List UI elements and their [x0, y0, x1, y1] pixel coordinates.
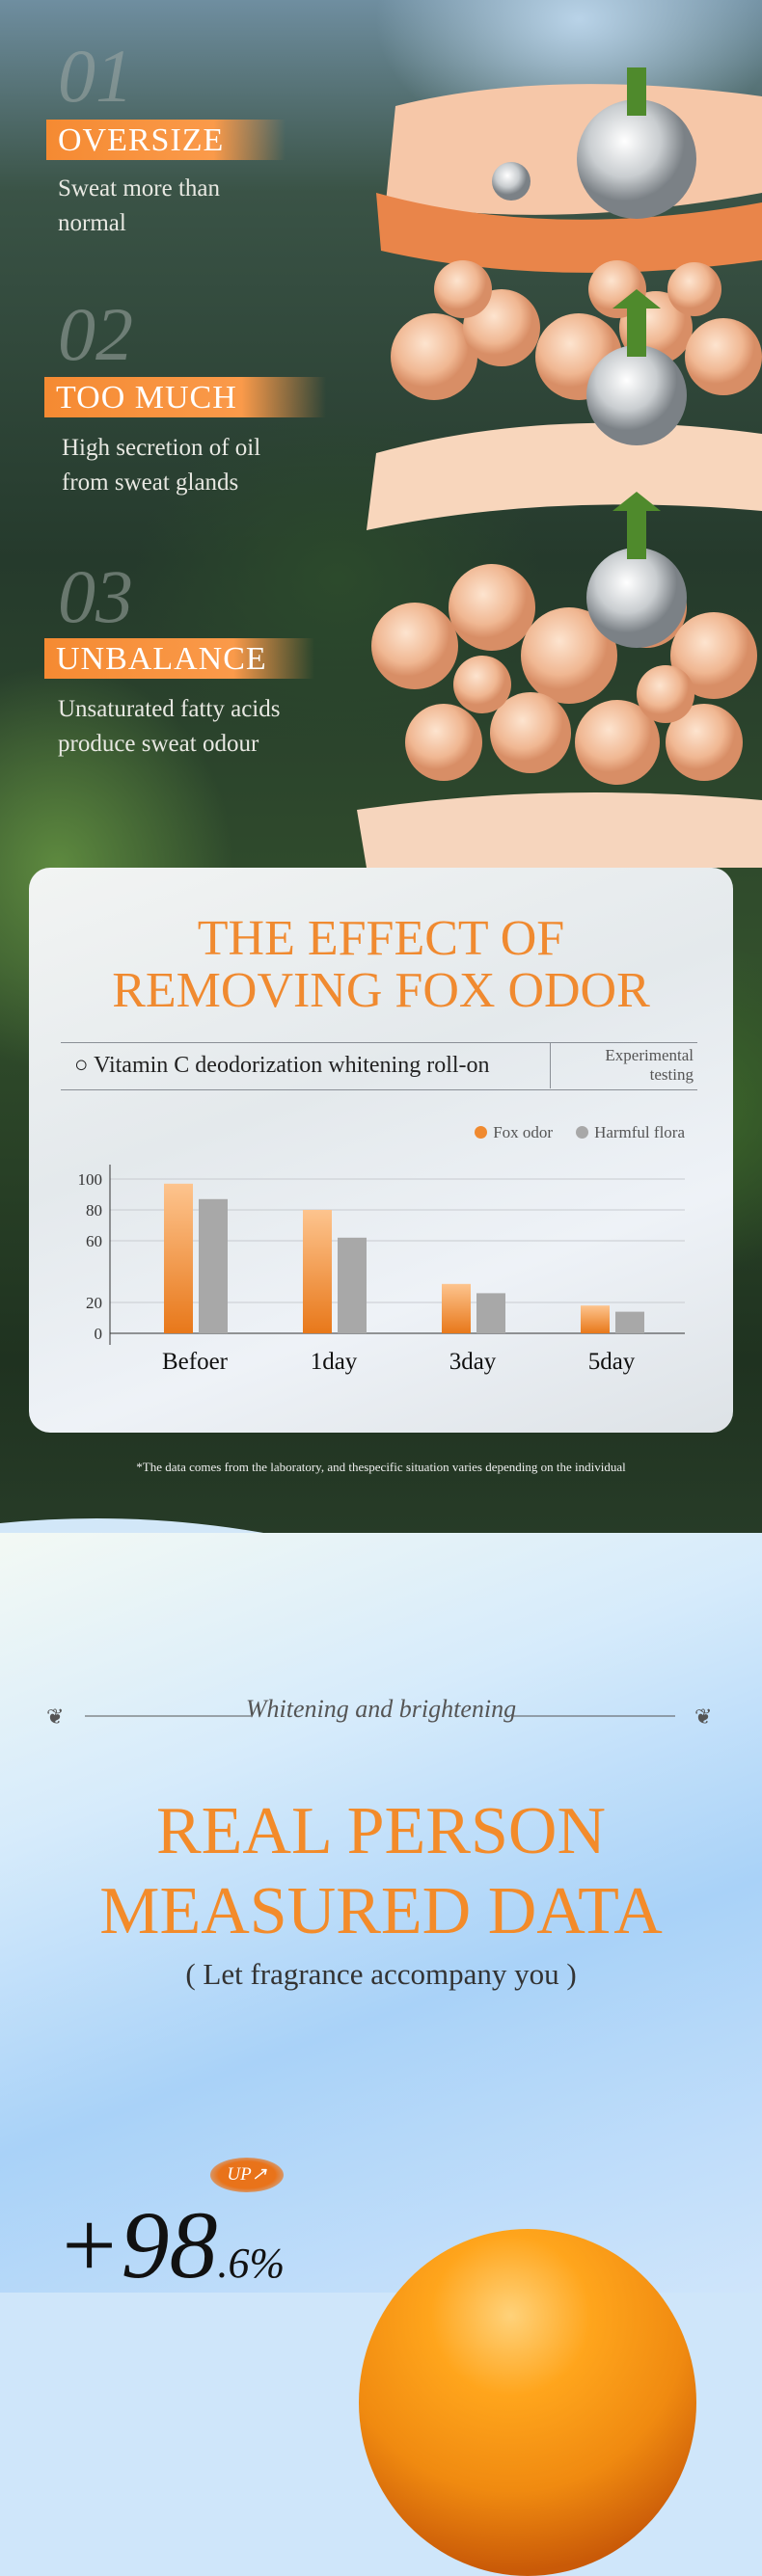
- feature-desc: Sweat more than normal: [58, 175, 221, 236]
- bar-harmful-flora: [615, 1311, 644, 1333]
- bar-harmful-flora: [199, 1198, 228, 1333]
- feature-number: 01: [58, 34, 133, 118]
- feature-number: 03: [58, 554, 133, 638]
- y-tick-label: 0: [95, 1325, 103, 1343]
- feature-title: UNBALANCE: [44, 638, 314, 679]
- effect-title-line2: REMOVING FOX ODOR: [112, 963, 650, 1018]
- feature-title: TOO MUCH: [44, 377, 326, 417]
- feature-desc: Unsaturated fatty acids produce sweat odo…: [58, 696, 281, 757]
- tagline: Whitening and brightening: [245, 1695, 517, 1723]
- footnote: *The data comes from the laboratory, and…: [136, 1460, 626, 1474]
- bar-fox-odor: [303, 1210, 332, 1333]
- bar-fox-odor: [442, 1283, 471, 1333]
- bar-fox-odor: [164, 1183, 193, 1333]
- feature-title: OVERSIZE: [46, 120, 286, 160]
- x-category-label: 1day: [311, 1349, 358, 1375]
- measured-title-line2: MEASURED DATA: [99, 1874, 663, 1948]
- y-tick-label: 60: [86, 1232, 102, 1250]
- measured-section: [0, 1533, 762, 2293]
- legend-dot-grey: [576, 1126, 589, 1139]
- legend-dot-orange: [475, 1126, 488, 1139]
- x-category-label: 3day: [449, 1349, 497, 1375]
- product-ball-image: [359, 2229, 696, 2576]
- effect-title-line1: THE EFFECT OF: [197, 911, 565, 966]
- skin-layers-illustration: [357, 67, 762, 868]
- legend-harmful-flora: Harmful flora: [576, 1123, 685, 1142]
- product-name: ○ Vitamin C deodorization whitening roll…: [74, 1053, 490, 1078]
- flower-left-icon: ❦: [46, 1704, 64, 1729]
- bar-fox-odor: [581, 1305, 610, 1333]
- test-label: Experimental testing: [605, 1046, 694, 1084]
- product-row: ○ Vitamin C deodorization whitening roll…: [61, 1042, 697, 1090]
- y-tick-label: 80: [86, 1201, 102, 1220]
- stat-value: +98.6%: [56, 2191, 286, 2298]
- x-category-label: Befoer: [162, 1349, 229, 1375]
- chart-legend: Fox odor Harmful flora: [475, 1123, 685, 1142]
- up-badge: UP↗: [210, 2158, 284, 2192]
- legend-fox-odor: Fox odor: [475, 1123, 553, 1142]
- row-separator: [550, 1043, 551, 1088]
- bar-harmful-flora: [476, 1293, 505, 1333]
- measured-subtitle: ( Let fragrance accompany you ): [185, 1957, 577, 1991]
- measured-title-line1: REAL PERSON: [155, 1794, 607, 1868]
- feature-number: 02: [58, 292, 133, 376]
- bar-harmful-flora: [338, 1237, 367, 1333]
- bar-chart: 0 20 60 80 100 Befoer 1day 3day 5day: [78, 1165, 685, 1375]
- x-category-label: 5day: [588, 1349, 636, 1375]
- y-tick-label: 100: [78, 1170, 103, 1189]
- y-tick-label: 20: [86, 1294, 102, 1312]
- feature-desc: High secretion of oil from sweat glands: [62, 435, 261, 496]
- effect-card: THE EFFECT OF REMOVING FOX ODOR ○ Vitami…: [29, 868, 733, 1433]
- flower-right-icon: ❦: [694, 1704, 712, 1729]
- tagline-divider: ❦ ❦: [46, 1704, 712, 1729]
